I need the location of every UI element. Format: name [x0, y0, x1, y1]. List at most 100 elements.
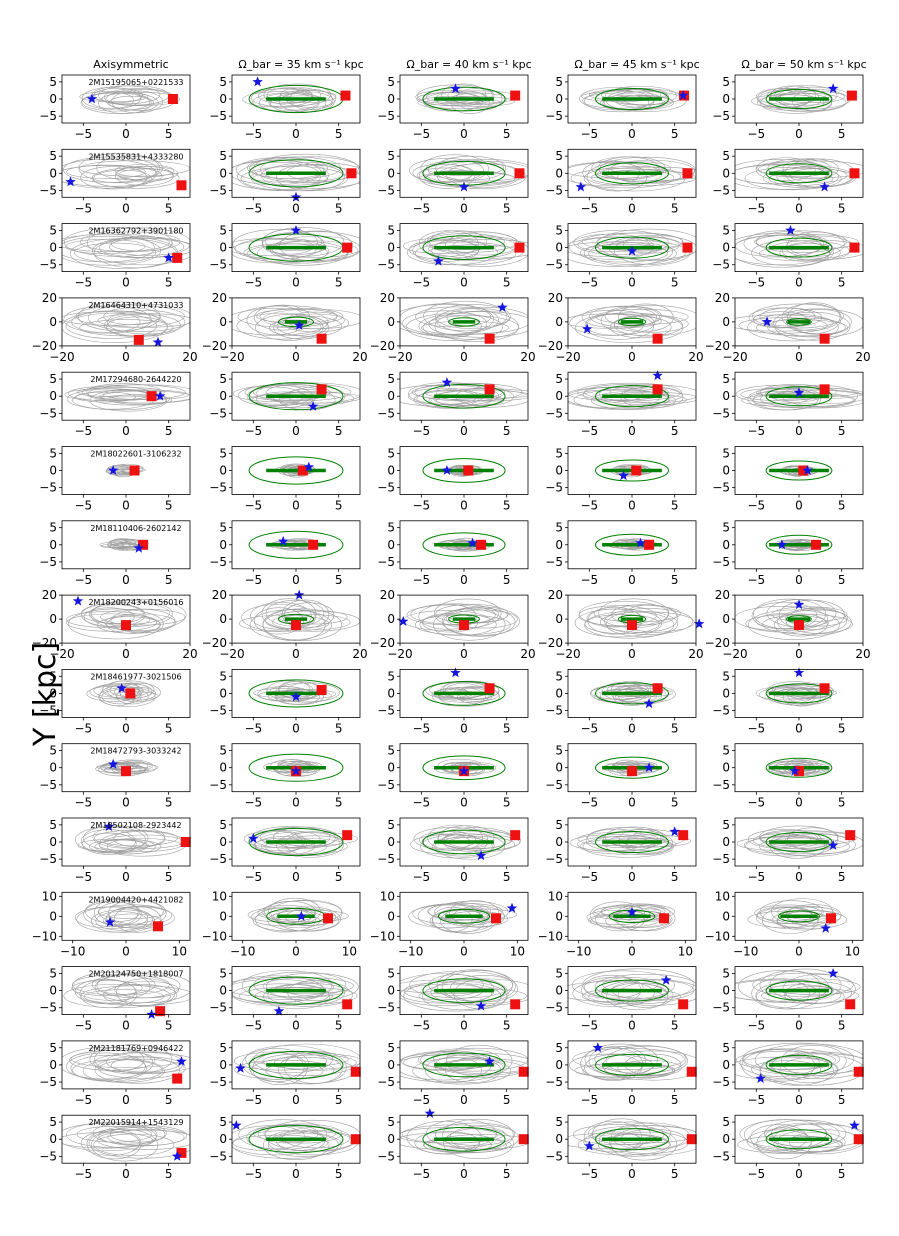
y-tick-label: 5 — [49, 1041, 57, 1055]
y-tick-label: 0 — [555, 464, 563, 478]
y-tick-label: 0 — [49, 315, 57, 329]
y-tick-label: 0 — [387, 1132, 395, 1146]
sun-marker — [172, 252, 183, 263]
orbit-path — [415, 306, 492, 328]
orbit-panel: −5 0 5 −5 0 5 — [209, 223, 361, 290]
star-marker — [72, 595, 84, 606]
star-marker — [252, 76, 263, 87]
star-marker — [626, 906, 638, 917]
x-tick-label: 0 — [292, 201, 300, 215]
orbit-path — [748, 609, 840, 640]
x-tick-label: 0 — [460, 870, 468, 884]
x-tick-label: −20 — [219, 350, 244, 364]
y-tick-label: −20 — [538, 636, 563, 650]
orbit-panel: −5 0 5 −5 0 5 2M18461977-3021506 — [39, 669, 191, 735]
sun-marker — [686, 1134, 697, 1145]
orbit-path — [66, 1122, 158, 1148]
orbit-path — [414, 241, 517, 266]
x-tick-label: 5 — [165, 870, 173, 884]
y-tick-label: −5 — [545, 109, 563, 123]
x-tick-label: 5 — [335, 499, 343, 513]
y-tick-label: −5 — [39, 555, 57, 569]
y-tick-label: −5 — [209, 852, 227, 866]
orbit-path — [253, 1043, 360, 1076]
x-tick-label: 0 — [122, 721, 130, 735]
x-tick-label: 5 — [838, 424, 846, 438]
x-tick-label: 0 — [795, 1093, 803, 1107]
orbit-panel: −5 0 5 −5 0 5 — [545, 1114, 697, 1181]
orbit-path — [434, 310, 519, 343]
x-tick-label: −5 — [412, 127, 430, 141]
orbit-path — [106, 838, 156, 855]
y-tick-label: −20 — [202, 636, 227, 650]
orbit-path — [103, 913, 161, 928]
orbit-path — [781, 303, 841, 331]
y-tick-label: 0 — [49, 761, 57, 775]
y-tick-label: 20 — [548, 588, 563, 602]
x-tick-label: 0 — [460, 1019, 468, 1033]
x-tick-label: 0 — [122, 350, 130, 364]
sun-marker — [819, 384, 830, 395]
sun-marker — [340, 90, 351, 101]
star-marker — [827, 839, 839, 850]
column-title: Ω_bar = 50 km s⁻¹ kpc — [741, 58, 866, 71]
x-tick-label: 0 — [460, 424, 468, 438]
orbit-path — [615, 94, 673, 108]
orbit-path — [787, 302, 842, 334]
corotation-ellipse — [777, 910, 821, 923]
corotation-ellipse — [594, 682, 670, 705]
x-tick-label: 0 — [122, 424, 130, 438]
orbit-panel: −5 0 5 −5 0 5 — [545, 74, 697, 141]
orbit-path — [261, 837, 348, 855]
star-marker — [497, 302, 508, 312]
corotation-ellipse — [786, 318, 812, 326]
y-tick-label: 0 — [219, 315, 227, 329]
orbit-panel: −5 0 5 −5 0 5 — [209, 446, 361, 513]
orbit-path — [62, 165, 163, 187]
y-tick-label: 0 — [722, 464, 730, 478]
x-tick-label: −5 — [244, 573, 262, 587]
orbit-path — [232, 1134, 328, 1152]
orbit-path — [63, 983, 171, 1009]
sun-marker — [518, 1134, 529, 1145]
x-tick-label: 20 — [182, 647, 197, 661]
orbit-path — [756, 1127, 812, 1160]
orbit-path — [406, 1120, 482, 1154]
orbit-panel: −5 0 5 −5 0 5 — [712, 743, 864, 810]
y-tick-label: −5 — [712, 406, 730, 420]
y-tick-label: −5 — [712, 852, 730, 866]
x-tick-label: 0 — [460, 647, 468, 661]
corotation-ellipse — [765, 683, 833, 704]
orbit-path — [400, 1127, 498, 1144]
corotation-ellipse — [594, 459, 670, 482]
x-tick-label: 5 — [335, 796, 343, 810]
star-marker — [441, 377, 453, 387]
x-tick-label: 5 — [335, 1093, 343, 1107]
y-tick-label: 5 — [722, 446, 730, 460]
orbit-path — [232, 308, 329, 336]
x-tick-label: 5 — [671, 870, 679, 884]
y-tick-label: −5 — [545, 1001, 563, 1015]
orbit-path — [284, 467, 309, 478]
sun-marker — [155, 1006, 166, 1017]
y-tick-label: −5 — [209, 109, 227, 123]
corotation-ellipse — [765, 831, 833, 853]
orbit-path — [412, 239, 479, 262]
corotation-ellipse — [594, 1128, 670, 1151]
y-tick-label: 0 — [49, 909, 57, 923]
x-tick-label: −5 — [74, 1019, 92, 1033]
x-tick-label: −10 — [60, 944, 85, 958]
y-tick-label: 5 — [219, 1115, 227, 1129]
sun-marker — [459, 620, 469, 631]
x-tick-label: −20 — [722, 350, 747, 364]
star-marker — [307, 401, 319, 411]
orbit-panel: −5 0 5 −5 0 5 — [712, 74, 864, 141]
corotation-ellipse — [594, 979, 670, 1002]
x-tick-label: 0 — [122, 276, 130, 290]
orbit-path — [418, 987, 527, 1005]
x-tick-label: 0 — [795, 1167, 803, 1181]
x-tick-label: 0 — [292, 127, 300, 141]
orbit-path — [273, 315, 330, 340]
star-id-label: 2M18472793-3033242 — [90, 747, 181, 756]
